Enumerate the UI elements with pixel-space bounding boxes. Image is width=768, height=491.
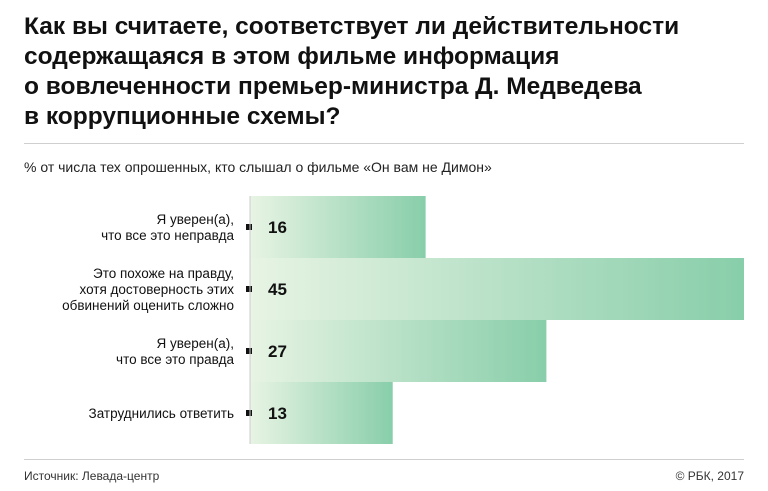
bar-1 xyxy=(250,196,426,258)
category-label-1: Я уверен(а), что все это неправда xyxy=(101,212,234,243)
bar-marker-2 xyxy=(246,286,252,292)
chart-title: Как вы считаете, соответствует ли действ… xyxy=(24,13,680,130)
data-label-2: 45 xyxy=(268,280,287,299)
footer-divider xyxy=(24,459,744,460)
bar-4 xyxy=(250,382,393,444)
chart-subtitle: % от числа тех опрошенных, кто слышал о … xyxy=(24,159,492,175)
data-label-1: 16 xyxy=(268,218,287,237)
category-label-4: Затруднились ответить xyxy=(89,406,234,421)
bar-3 xyxy=(250,320,547,382)
bar-2 xyxy=(250,258,744,320)
category-label-2: Это похоже на правду, хотя достоверность … xyxy=(62,266,234,313)
category-label-3: Я уверен(а), что все это правда xyxy=(116,336,234,367)
source-note: Источник: Левада-центр xyxy=(24,469,160,483)
data-label-3: 27 xyxy=(268,342,287,361)
copyright: © РБК, 2017 xyxy=(675,469,744,483)
bar-marker-3 xyxy=(246,348,252,354)
data-label-4: 13 xyxy=(268,404,287,423)
bar-marker-4 xyxy=(246,410,252,416)
bar-marker-1 xyxy=(246,224,252,230)
title-divider xyxy=(24,143,744,144)
